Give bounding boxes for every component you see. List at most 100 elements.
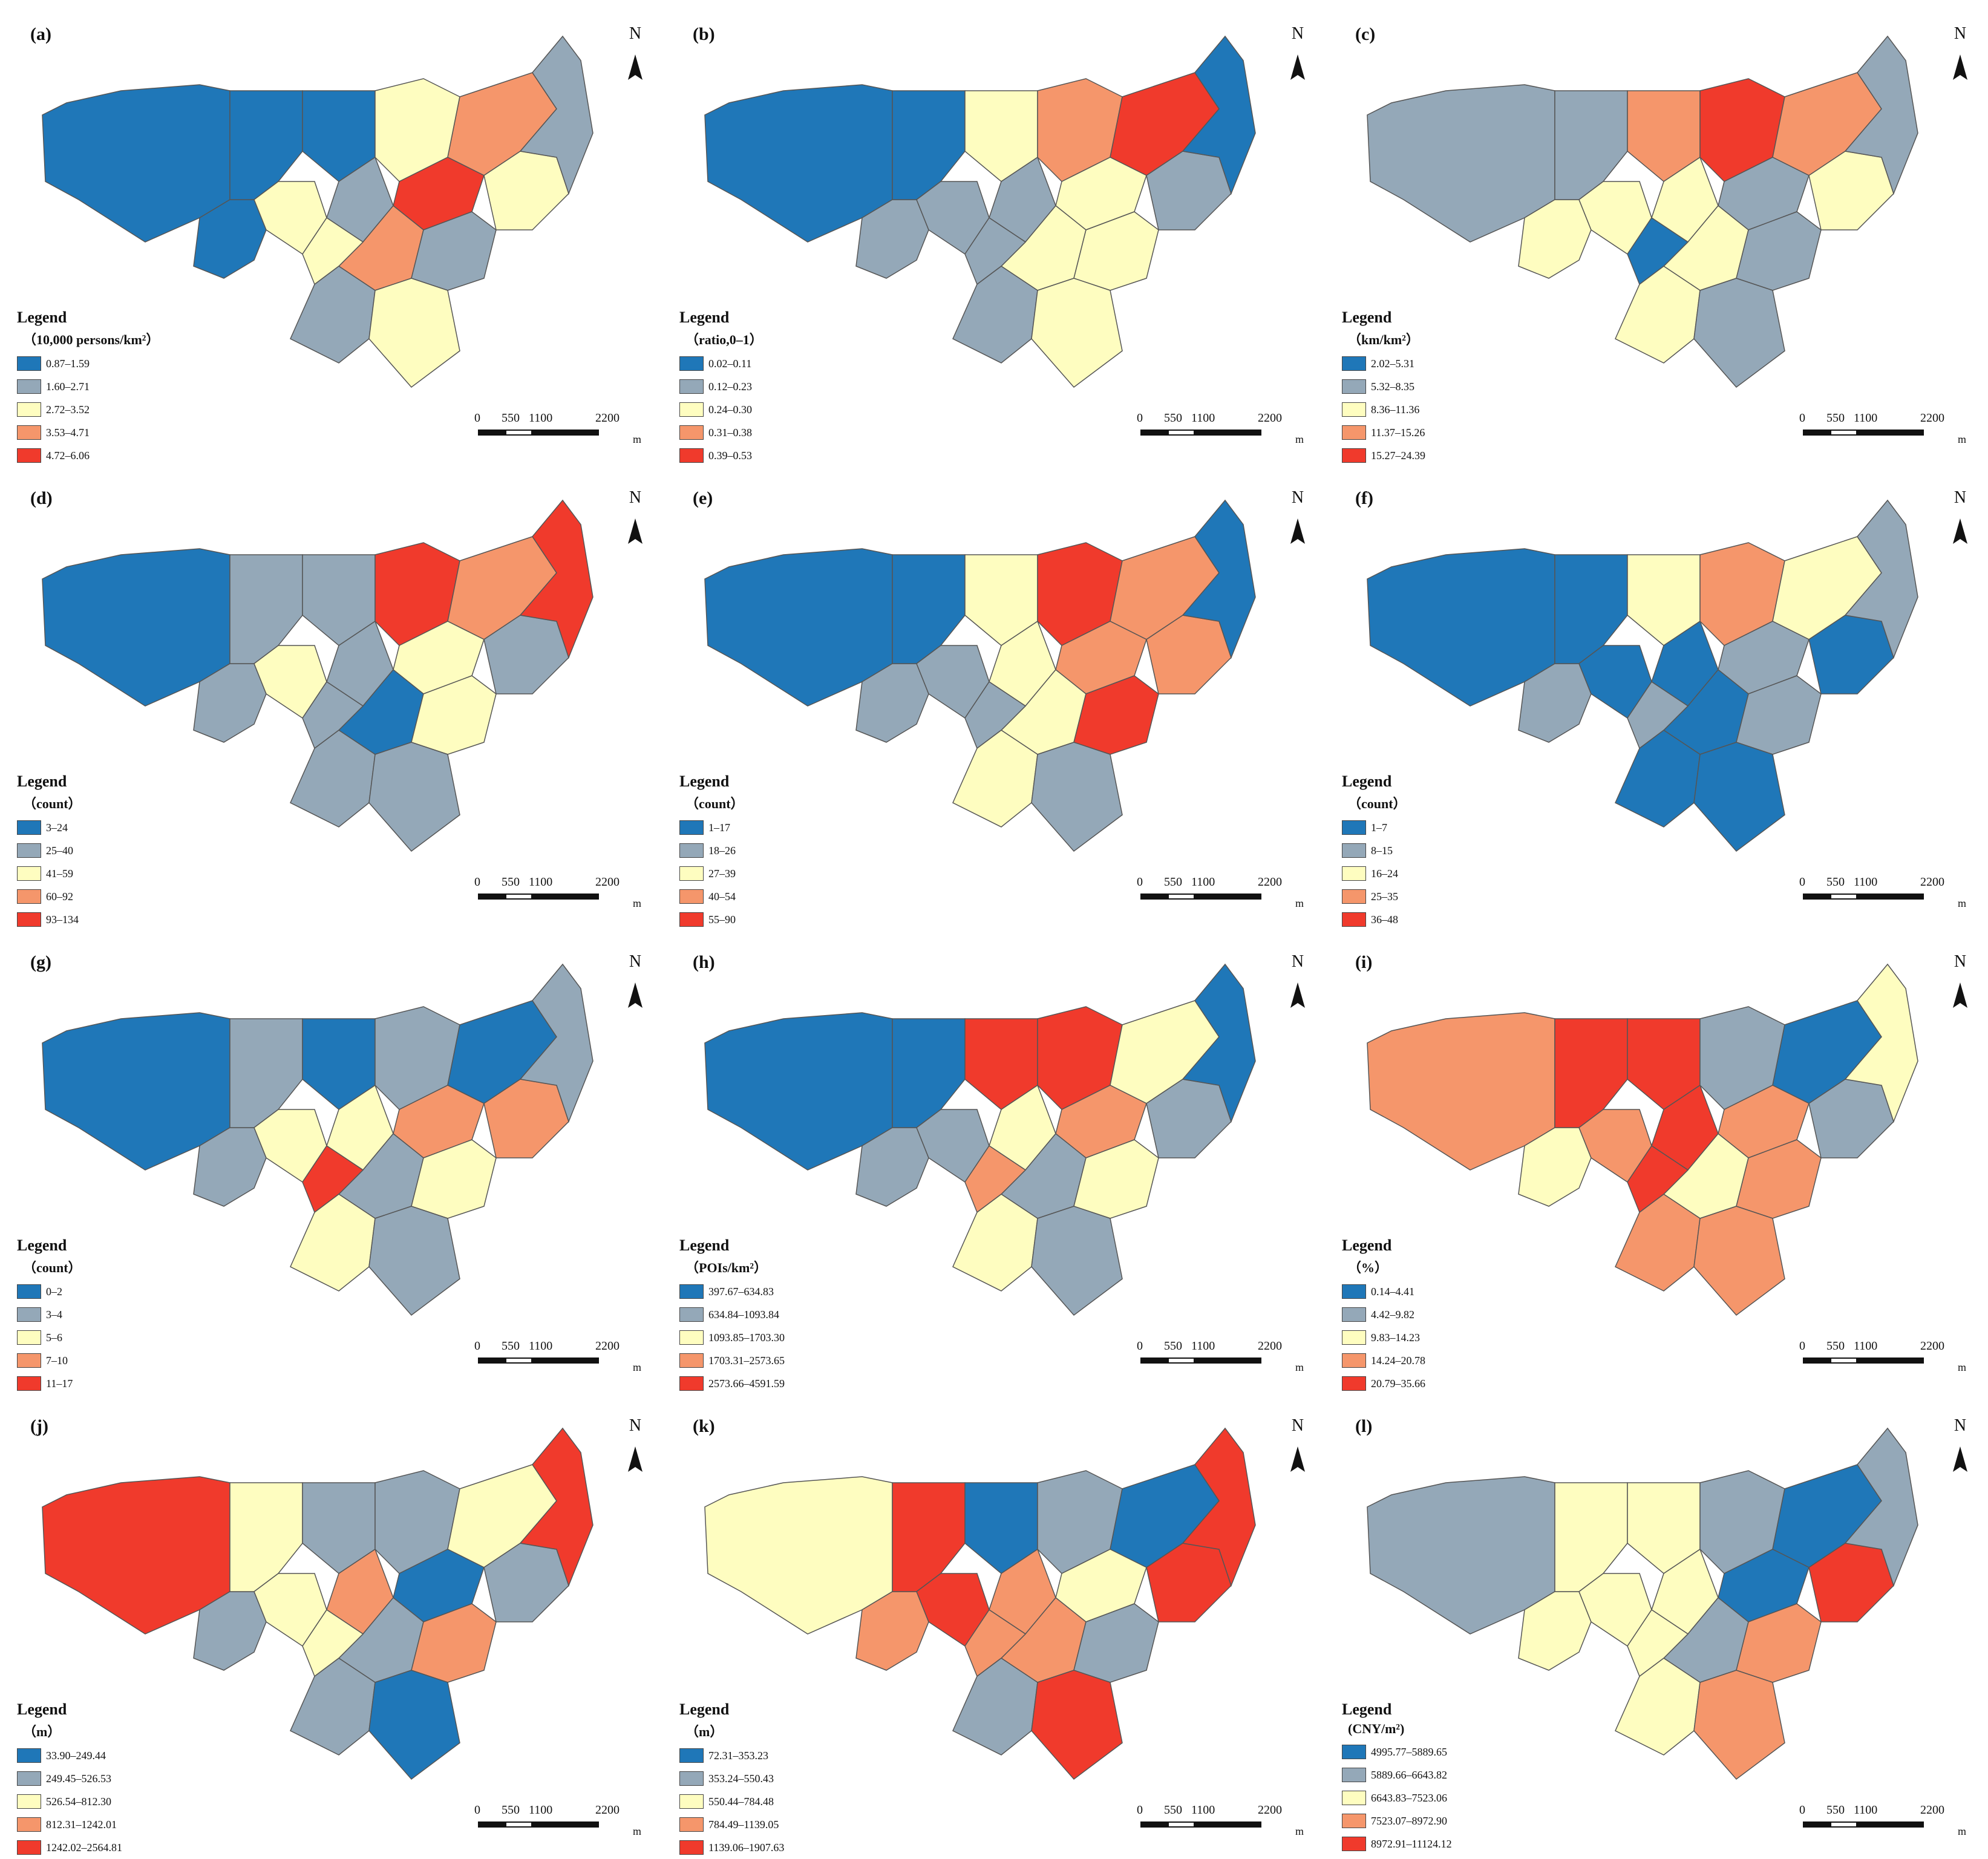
legend: Legend （m） 33.90–249.44 249.45–526.53 526.54… [17,1701,122,1859]
scale-tick-label: 0 [1137,875,1143,889]
legend-swatch [679,1840,704,1855]
legend-class-label: 20.79–35.66 [1371,1377,1425,1390]
legend-item: 2573.66–4591.59 [679,1372,785,1395]
scale-tick-label: 1100 [529,411,553,425]
legend-swatch [17,1748,41,1763]
legend-unit: （count） [1348,796,1407,811]
legend-swatch [17,1376,41,1391]
legend-class-label: 0.12–0.23 [708,380,752,393]
legend-swatch [17,889,41,904]
scale-segment [1195,1357,1261,1364]
legend-item: 812.31–1242.01 [17,1813,122,1836]
district-region [1844,35,1918,195]
scale-segment [1168,894,1195,900]
scale-tick-label: 550 [1164,1803,1182,1817]
panel-label: (h) [693,952,715,972]
legend-item: 5.32–8.35 [1342,375,1425,398]
north-indicator: N [1286,1416,1310,1436]
scale-unit: m [1295,897,1304,909]
district-region [1627,1145,1689,1214]
legend-item: 397.67–634.83 [679,1280,785,1303]
scale-tick-label: 1100 [1191,875,1215,889]
scale-bar: 0 550 1100 2200 m [1799,1803,1966,1840]
scale-tick-label: 0 [1137,1339,1143,1353]
legend-swatch [679,1307,704,1322]
legend-item: 11–17 [17,1372,82,1395]
legend-item: 2.02–5.31 [1342,352,1425,375]
legend-class-label: 634.84–1093.84 [708,1308,779,1321]
map-panel: (d) N Legend （count） 3–24 25–40 41–59 60–92 93–1… [0,464,662,928]
scale-unit: m [633,1825,642,1837]
legend-item: 1–7 [1342,816,1407,839]
district-region [519,1427,593,1587]
north-indicator: N [1948,1416,1972,1436]
legend-item: 0.87–1.59 [17,352,159,375]
legend-class-label: 25–40 [46,844,73,857]
scale-bar: 0 550 1100 2200 m [474,411,641,448]
north-indicator: N [623,24,647,44]
legend-class-label: 36–48 [1371,913,1398,926]
scale-tick-label: 2200 [595,1803,620,1817]
north-arrow-icon [1290,1446,1305,1472]
legend-item: 8972.91–11124.12 [1342,1832,1452,1855]
scale-segment [1140,1821,1168,1828]
district-region [519,499,593,659]
legend-swatch [1342,912,1366,927]
north-label: N [1291,952,1304,971]
district-map [1367,963,1967,1316]
legend-class-label: 3.53–4.71 [46,426,90,439]
scale-segment [1857,430,1924,436]
legend-class-label: 1.60–2.71 [46,380,90,393]
scale-tick-label: 2200 [595,411,620,425]
scale-tick-label: 0 [1799,1339,1805,1353]
scale-bar: 0 550 1100 2200 m [1799,1339,1966,1376]
scale-unit: m [633,433,642,445]
legend-swatch [1342,1284,1366,1299]
scale-tick-label: 0 [1137,1803,1143,1817]
legend-class-label: 0–2 [46,1285,62,1298]
legend-item: 1.60–2.71 [17,375,159,398]
scale-tick-label: 1100 [1854,875,1878,889]
scale-segment [1830,894,1857,900]
district-region [964,681,1027,750]
scale-segment [1857,1357,1924,1364]
north-label: N [1954,1416,1967,1435]
legend-item: 526.54–812.30 [17,1790,122,1813]
legend-swatch [679,1771,704,1786]
scale-tick-label: 550 [1164,875,1182,889]
panel-label: (g) [30,952,51,972]
legend-class-label: 41–59 [46,867,73,880]
legend-class-label: 1242.02–2564.81 [46,1841,122,1854]
legend: Legend （count） 0–2 3–4 5–6 7–10 11–17 [17,1237,82,1395]
north-label: N [1291,24,1304,43]
legend-swatch [17,356,41,371]
panel-label: (c) [1355,24,1376,44]
district-region [1627,681,1689,750]
scale-unit: m [1958,433,1967,445]
scale-tick-label: 0 [1799,411,1805,425]
scale-tick-label: 1100 [529,1803,553,1817]
scale-tick-label: 0 [1799,875,1805,889]
district-region [368,278,460,388]
map-panel: (c) N Legend （km/km²） 2.02–5.31 5.32–8.35 8.36… [1325,0,1987,464]
legend-class-label: 0.24–0.30 [708,403,752,416]
scale-tick-label: 0 [474,411,480,425]
district-map [704,499,1305,852]
legend-swatch [679,889,704,904]
district-region [964,1609,1027,1678]
legend-swatch [1342,820,1366,835]
legend: Legend （count） 3–24 25–40 41–59 60–92 93–134 [17,773,82,931]
legend-item: 5889.66–6643.82 [1342,1763,1452,1786]
legend-item: 4.42–9.82 [1342,1303,1425,1326]
legend-swatch [679,1817,704,1832]
map-panel: (l) N Legend (CNY/m²) 4995.77–5889.65 5889.66… [1325,1392,1987,1856]
north-indicator: N [623,952,647,972]
legend-swatch [1342,425,1366,440]
legend-item: 9.83–14.23 [1342,1326,1425,1349]
legend-class-label: 7–10 [46,1354,68,1367]
legend-swatch [17,402,41,417]
scale-segment [1168,1821,1195,1828]
district-map [704,1427,1305,1780]
legend-class-label: 249.45–526.53 [46,1772,111,1785]
scale-segment [1803,1821,1830,1828]
